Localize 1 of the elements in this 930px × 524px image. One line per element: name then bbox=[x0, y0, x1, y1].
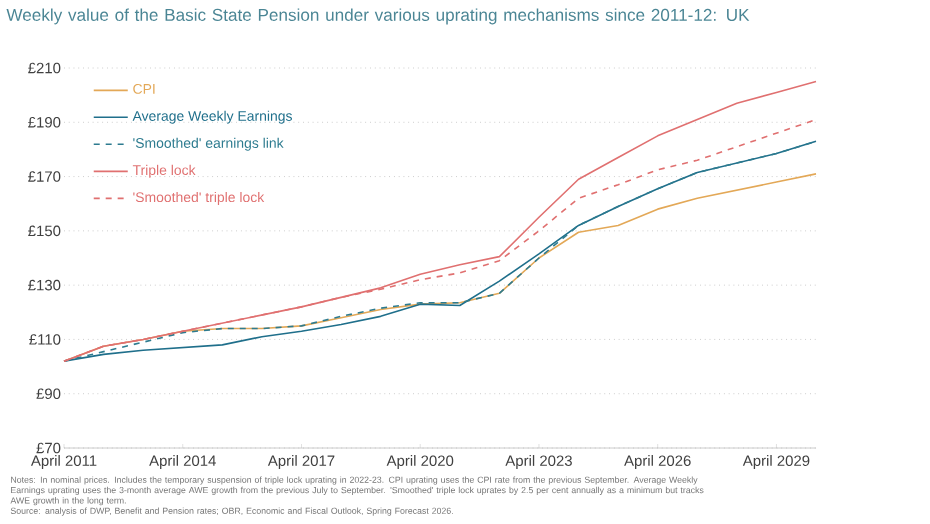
chart-title: Weekly value of the Basic State Pension under various uprating mechanisms since 2011-12: UK bbox=[6, 8, 750, 25]
